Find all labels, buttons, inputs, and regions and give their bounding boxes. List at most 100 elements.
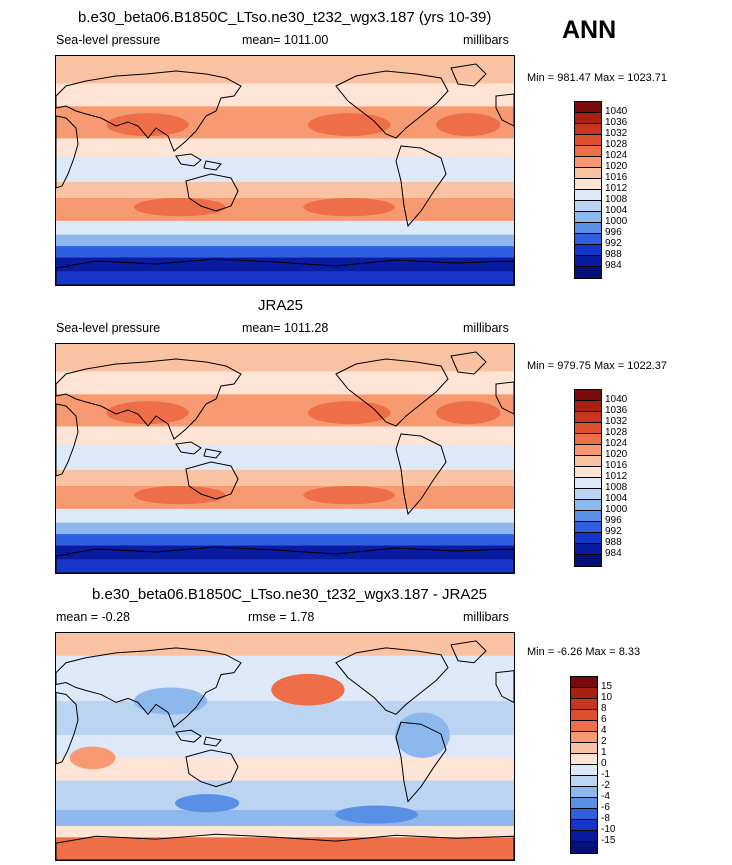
map-contour-blob xyxy=(106,401,189,425)
panel2-colorbar xyxy=(574,389,602,567)
map-contour-blob xyxy=(436,401,501,425)
continent-outline xyxy=(56,70,242,152)
panel2-units: millibars xyxy=(463,321,509,335)
map-contour-band xyxy=(56,426,514,446)
map-contour-band xyxy=(56,508,514,524)
colorbar-box xyxy=(575,511,601,522)
panel2-title: JRA25 xyxy=(258,297,304,314)
colorbar-box xyxy=(575,102,601,113)
colorbar-label: 4 xyxy=(601,725,607,736)
map-contour-blob xyxy=(307,401,391,425)
map-contour-blob xyxy=(436,113,501,137)
map-contour-band xyxy=(56,197,514,222)
panel1-minmax: Min = 981.47 Max = 1023.71 xyxy=(527,72,668,84)
colorbar-label: 1016 xyxy=(605,172,628,183)
colorbar-box xyxy=(575,544,601,555)
continent-outline xyxy=(56,115,79,189)
colorbar-box xyxy=(575,456,601,467)
colorbar-box xyxy=(571,699,597,710)
colorbar-box xyxy=(571,732,597,743)
panel3-map xyxy=(55,632,515,861)
map-contour-band xyxy=(56,371,514,395)
colorbar-label: 1012 xyxy=(605,471,628,482)
continent-outline xyxy=(395,433,447,516)
colorbar-label: 984 xyxy=(605,260,622,271)
colorbar-label: 1020 xyxy=(605,449,628,460)
map-contour-blob xyxy=(335,805,418,824)
colorbar-label: 1036 xyxy=(605,117,628,128)
map-contour-band xyxy=(56,344,514,372)
panel2-mean: mean= 1011.28 xyxy=(242,321,329,335)
colorbar-label: 1032 xyxy=(605,128,628,139)
colorbar-box xyxy=(575,412,601,423)
map-contour-band xyxy=(56,181,514,199)
colorbar-box xyxy=(571,721,597,732)
colorbar-box xyxy=(575,522,601,533)
colorbar-box xyxy=(571,677,597,688)
panel2-variable: Sea-level pressure xyxy=(56,321,161,335)
map-contour-band xyxy=(56,234,514,247)
colorbar-box xyxy=(575,146,601,157)
colorbar-label: 10 xyxy=(601,692,613,703)
continent-outline xyxy=(335,70,449,139)
colorbar-label: 1012 xyxy=(605,183,628,194)
map-contour-band xyxy=(56,469,514,487)
colorbar-box xyxy=(571,754,597,765)
continent-outline xyxy=(495,93,514,127)
colorbar-box xyxy=(575,489,601,500)
panel1-title: b.e30_beta06.B1850C_LTso.ne30_t232_wgx3.… xyxy=(78,9,492,26)
colorbar-label: -8 xyxy=(601,813,610,824)
colorbar-label: 8 xyxy=(601,703,607,714)
colorbar-label: 1000 xyxy=(605,504,628,515)
colorbar-box xyxy=(575,157,601,168)
map-contour-blob xyxy=(69,746,116,770)
panel3-title: b.e30_beta06.B1850C_LTso.ne30_t232_wgx3.… xyxy=(92,586,488,603)
map-contour-band xyxy=(56,559,514,573)
colorbar-label: 1020 xyxy=(605,161,628,172)
colorbar-box xyxy=(575,401,601,412)
colorbar-label: -10 xyxy=(601,824,616,835)
map-contour-blob xyxy=(106,113,189,137)
colorbar-label: 1004 xyxy=(605,205,628,216)
colorbar-box xyxy=(575,124,601,135)
colorbar-box xyxy=(575,135,601,146)
continent-outline xyxy=(175,153,222,171)
colorbar-box xyxy=(571,820,597,831)
colorbar-box xyxy=(575,478,601,489)
continent-outline xyxy=(395,721,447,803)
colorbar-label: 1 xyxy=(601,747,607,758)
colorbar-box xyxy=(571,831,597,842)
continent-outline xyxy=(56,358,242,440)
panel2-minmax: Min = 979.75 Max = 1022.37 xyxy=(527,360,668,372)
map-contour-blob xyxy=(271,673,345,706)
map-contour-band xyxy=(56,810,514,827)
continent-outline xyxy=(185,173,239,212)
colorbar-box xyxy=(571,776,597,787)
colorbar-box xyxy=(571,710,597,721)
colorbar-label: 2 xyxy=(601,736,607,747)
colorbar-box xyxy=(575,113,601,124)
colorbar-box xyxy=(571,809,597,820)
map-contour-band xyxy=(56,246,514,259)
colorbar-box xyxy=(575,533,601,544)
continent-outline xyxy=(56,258,514,285)
colorbar-box xyxy=(575,500,601,511)
map-contour-band xyxy=(56,257,514,272)
colorbar-box xyxy=(575,234,601,245)
continent-outline xyxy=(56,647,242,728)
map-contour-band xyxy=(56,220,514,236)
continent-outline xyxy=(335,647,449,715)
colorbar-box xyxy=(575,179,601,190)
map-contour-band xyxy=(56,837,514,860)
panel3-colorbar xyxy=(570,676,598,854)
colorbar-box xyxy=(571,798,597,809)
continent-outline xyxy=(56,403,79,477)
colorbar-label: 988 xyxy=(605,249,622,260)
panel1-variable: Sea-level pressure xyxy=(56,33,161,47)
colorbar-box xyxy=(575,190,601,201)
colorbar-label: 15 xyxy=(601,681,613,692)
panel3-units: millibars xyxy=(463,610,509,624)
continent-outline xyxy=(185,749,239,788)
colorbar-box xyxy=(575,256,601,267)
season-label: ANN xyxy=(562,16,617,44)
